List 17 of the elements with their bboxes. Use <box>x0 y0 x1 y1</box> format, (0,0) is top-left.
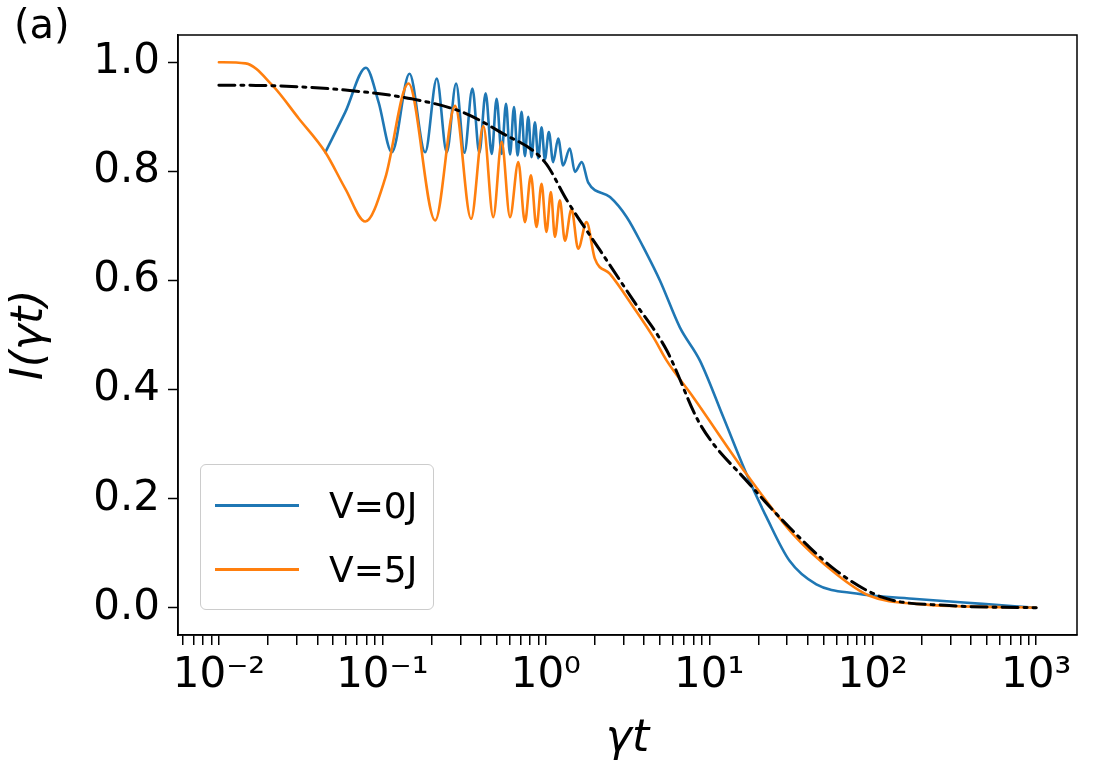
x-tick-label: 10³ <box>1001 648 1072 698</box>
x-tick-label: 10² <box>837 648 908 698</box>
y-tick-label: 0.8 <box>93 143 160 193</box>
text: (a) <box>14 1 70 48</box>
y-axis-title: I(γt) <box>0 289 52 381</box>
legend-label: V=5J <box>329 548 418 590</box>
y-tick-label: 1.0 <box>93 34 160 84</box>
y-tick-label: 0.6 <box>93 252 160 302</box>
x-tick-label: 10⁻² <box>172 648 266 698</box>
x-axis-title: γt <box>605 710 651 762</box>
y-tick-label: 0.0 <box>93 579 160 629</box>
y-tick-label: 0.2 <box>93 470 160 520</box>
x-tick-label: 10¹ <box>674 648 745 698</box>
legend-label: V=0J <box>329 484 418 526</box>
y-tick-label: 0.4 <box>93 361 160 411</box>
x-tick-label: 10⁻¹ <box>336 648 429 698</box>
x-tick-label: 10⁰ <box>510 648 581 698</box>
